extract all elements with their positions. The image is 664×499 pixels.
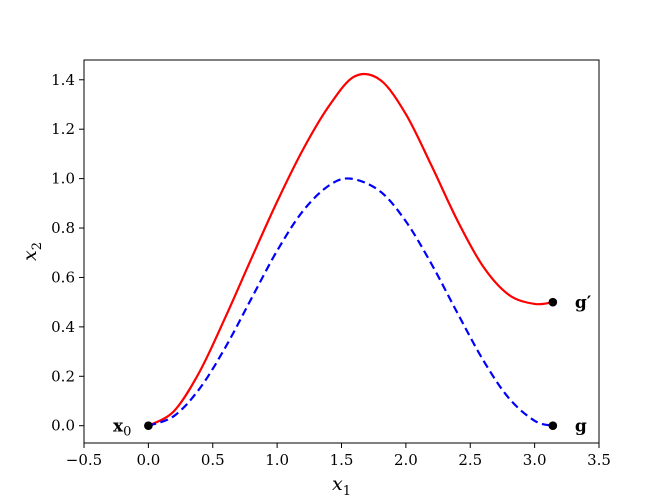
x-tick-label: 1.5 xyxy=(330,451,354,469)
y-tick-label: 1.2 xyxy=(51,120,75,138)
axes-frame xyxy=(83,59,600,444)
y-tick-label: 0.0 xyxy=(51,417,75,435)
marker-point xyxy=(144,421,153,431)
y-tick-label: 1.4 xyxy=(51,71,75,89)
x-axis: −0.5 0.0 0.5 1.0 1.5 2.0 2.5 3.0 3.5 xyxy=(66,443,611,469)
x-tick-label: 2.0 xyxy=(394,451,418,469)
x-tick-label: 3.0 xyxy=(523,451,547,469)
plot-area: x0 g′ g xyxy=(83,59,600,444)
point-label: g xyxy=(575,417,587,437)
y-tick-label: 1.0 xyxy=(51,170,75,188)
x-tick-label: 3.5 xyxy=(587,451,611,469)
y-tick-label: 0.8 xyxy=(51,219,75,237)
x-tick-label: 0.0 xyxy=(136,451,160,469)
x-tick-label: −0.5 xyxy=(66,451,102,469)
y-axis-label: x2 xyxy=(19,242,45,261)
point-label: x0 xyxy=(113,417,131,440)
x-axis-label: x1 xyxy=(332,473,351,499)
solid-red-series-line xyxy=(147,72,554,427)
y-tick-label: 0.4 xyxy=(51,318,75,336)
dashed-blue-series-line xyxy=(147,177,554,427)
x-tick-label: 0.5 xyxy=(201,451,225,469)
y-tick-label: 0.6 xyxy=(51,268,75,286)
y-axis: 0.0 0.2 0.4 0.6 0.8 1.0 1.2 1.4 xyxy=(51,71,84,435)
point-label: g′ xyxy=(575,293,592,313)
marker-point xyxy=(548,421,558,431)
marker-point xyxy=(548,297,558,307)
x-tick-label: 1.0 xyxy=(265,451,289,469)
y-tick-label: 0.2 xyxy=(51,367,75,385)
x-tick-label: 2.5 xyxy=(458,451,482,469)
